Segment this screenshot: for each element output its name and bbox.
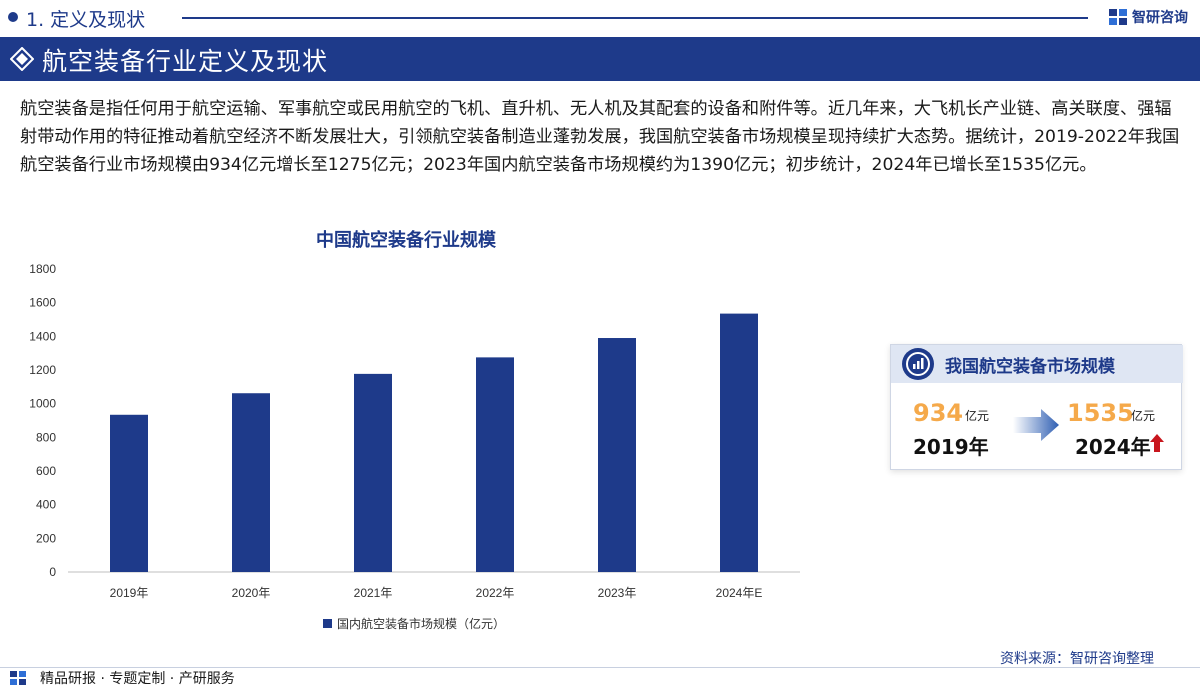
- end-value: 1535: [1067, 399, 1134, 427]
- growth-arrow-icon: [1013, 409, 1059, 441]
- bar: [232, 393, 270, 572]
- y-tick-label: 1600: [29, 296, 56, 310]
- page-title: 航空装备行业定义及现状: [42, 47, 329, 76]
- x-tick-label: 2019年: [110, 586, 149, 600]
- card-title: 我国航空装备市场规模: [945, 357, 1115, 377]
- x-tick-label: 2020年: [232, 586, 271, 600]
- y-tick-label: 1200: [29, 363, 56, 377]
- intro-paragraph: 航空装备是指任何用于航空运输、军事航空或民用航空的飞机、直升机、无人机及其配套的…: [20, 99, 1180, 175]
- market-size-card: 我国航空装备市场规模 934 亿元 2019年 1535 亿元 2024年: [890, 344, 1183, 470]
- bar: [110, 414, 148, 572]
- bar: [354, 373, 392, 572]
- x-tick-label: 2021年: [354, 586, 393, 600]
- footer-tagline: 精品研报 · 专题定制 · 产研服务: [40, 671, 235, 687]
- bar: [598, 338, 636, 572]
- x-tick-label: 2023年: [598, 586, 637, 600]
- diamond-icon: [10, 47, 34, 71]
- y-tick-label: 1000: [29, 397, 56, 411]
- y-tick-label: 600: [36, 464, 56, 478]
- source-note: 资料来源：智研咨询整理: [1000, 651, 1154, 667]
- bar-chart: 0 200 400 600 800 1000 1200 1400 1600 1800 2019年 20…: [29, 262, 800, 631]
- bar: [476, 357, 514, 572]
- section-label: 1. 定义及现状: [26, 9, 146, 31]
- y-tick-label: 800: [36, 430, 56, 444]
- footer-rule: [0, 667, 1200, 668]
- chart-badge-icon: [902, 348, 934, 380]
- legend-swatch: [323, 619, 332, 628]
- brand-mark-icon: [10, 671, 26, 685]
- bar: [720, 313, 758, 572]
- up-arrow-icon: [1150, 434, 1164, 452]
- section-rule: [182, 17, 1088, 19]
- start-value: 934: [913, 399, 964, 427]
- section-dot: [8, 12, 18, 22]
- y-tick-label: 0: [49, 565, 56, 579]
- y-tick-label: 400: [36, 498, 56, 512]
- card-header: 我国航空装备市场规模: [891, 345, 1183, 383]
- brand-logo-icon: [1109, 9, 1127, 25]
- end-year: 2024年: [1075, 435, 1151, 459]
- y-tick-label: 1800: [29, 262, 56, 276]
- chart-title: 中国航空装备行业规模: [316, 230, 496, 251]
- legend-label: 国内航空装备市场规模（亿元）: [337, 616, 505, 631]
- x-tick-label: 2024年E: [716, 586, 763, 600]
- x-tick-label: 2022年: [476, 586, 515, 600]
- y-tick-label: 1400: [29, 329, 56, 343]
- start-year: 2019年: [913, 435, 989, 459]
- brand-name: 智研咨询: [1132, 10, 1188, 26]
- title-banner: 航空装备行业定义及现状: [0, 37, 1200, 81]
- top-bar: 1. 定义及现状 智研咨询: [0, 0, 1200, 36]
- end-unit: 亿元: [1131, 409, 1156, 423]
- start-unit: 亿元: [965, 409, 990, 423]
- y-tick-label: 200: [36, 531, 56, 545]
